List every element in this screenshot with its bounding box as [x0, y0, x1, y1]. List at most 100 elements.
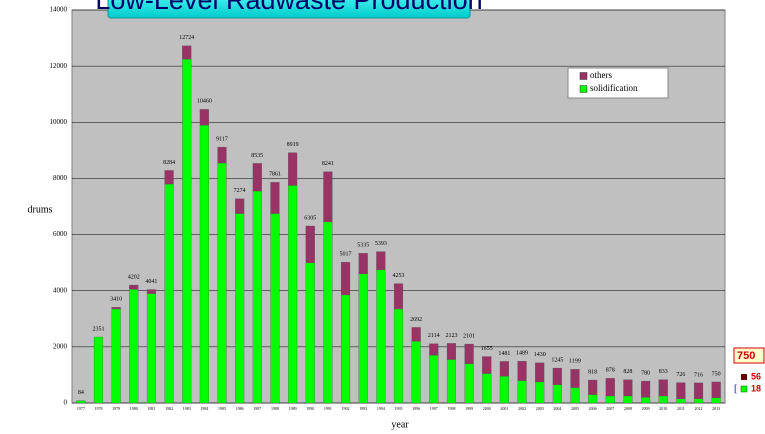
- x-axis-label: year: [391, 419, 409, 430]
- bar-segment: [305, 262, 315, 404]
- x-tick-label: 1986: [236, 406, 244, 411]
- bar-segment: [464, 363, 474, 404]
- callout-swatch: [741, 374, 747, 380]
- x-tick-label: 1996: [412, 406, 420, 411]
- bar-segment: [217, 146, 227, 164]
- data-label: 5335: [357, 243, 369, 249]
- chart-title: Low-Level Radwaste Production: [95, 0, 482, 15]
- bar-segment: [288, 152, 298, 186]
- data-label: 1655: [481, 346, 493, 352]
- bar-segment: [199, 124, 209, 404]
- bar-segment: [217, 162, 227, 404]
- x-tick-label: 1993: [359, 406, 367, 411]
- bar-segment: [676, 382, 686, 399]
- y-tick-label: 14000: [50, 6, 68, 14]
- legend-items: others solidification: [579, 70, 638, 93]
- bar-segment: [393, 283, 404, 310]
- x-tick-label: 2003: [536, 406, 544, 411]
- x-tick-label: 1991: [324, 406, 332, 411]
- x-tick-label: 1984: [200, 406, 208, 411]
- callout-swatch: [740, 385, 748, 393]
- data-label: 8284: [163, 160, 175, 166]
- bar-segment: [252, 190, 262, 404]
- bar-segment: [411, 327, 421, 342]
- legend-label: solidification: [590, 83, 638, 93]
- bar-segment: [358, 273, 368, 404]
- data-label: 716: [694, 372, 703, 378]
- x-tick-label: 1981: [147, 406, 155, 411]
- bars: 84 1977 2351 1978 3410 1979 4202 1980 4041 1981 82…: [76, 35, 721, 411]
- callout-solidification: 18: [751, 383, 761, 393]
- bar-segment: [129, 289, 139, 404]
- x-tick-label: 1985: [218, 406, 226, 411]
- y-tick-label: 0: [64, 399, 68, 407]
- data-label: 8241: [322, 161, 334, 167]
- bar-segment: [111, 307, 121, 310]
- bar-segment: [111, 308, 121, 404]
- bar-segment: [605, 395, 615, 404]
- x-tick-label: 1998: [447, 406, 455, 411]
- bar-segment: [164, 170, 174, 185]
- x-tick-label: 2002: [518, 406, 526, 411]
- x-tick-label: 1987: [253, 406, 261, 411]
- data-label: 4253: [393, 273, 405, 279]
- data-label: 2101: [463, 333, 475, 339]
- x-tick-label: 2011: [677, 406, 685, 411]
- x-tick-label: 1999: [465, 406, 473, 411]
- x-tick-label: 2012: [695, 406, 703, 411]
- data-label: 7861: [269, 172, 281, 178]
- bar-segment: [129, 284, 139, 290]
- bar-segment: [711, 381, 721, 398]
- x-tick-label: 2013: [712, 406, 720, 411]
- bar-segment: [235, 198, 245, 214]
- bar-segment: [641, 397, 651, 404]
- bar-segment: [623, 395, 633, 404]
- bar-segment: [693, 398, 704, 404]
- x-tick-label: 2005: [571, 406, 579, 411]
- bar-segment: [358, 253, 368, 275]
- x-tick-label: 2000: [483, 406, 491, 411]
- x-tick-label: 1990: [306, 406, 314, 411]
- data-label: 8919: [287, 142, 299, 148]
- y-tick-label: 12000: [50, 62, 68, 70]
- bar-segment: [623, 379, 633, 397]
- bar-segment: [446, 343, 457, 360]
- bar-segment: [411, 341, 421, 404]
- data-label: 6305: [304, 215, 316, 221]
- x-tick-label: 1977: [77, 406, 85, 411]
- x-tick-label: 1992: [342, 406, 350, 411]
- bar-segment: [482, 356, 492, 374]
- bar-segment: [570, 387, 580, 404]
- bar-segment: [676, 398, 686, 404]
- y-tick-label: 4000: [53, 286, 68, 294]
- callout-others: 56: [751, 371, 761, 381]
- data-label: 5017: [340, 252, 352, 258]
- data-label: 1489: [516, 351, 528, 357]
- x-tick-label: 1988: [271, 406, 279, 411]
- x-tick-label: 1979: [112, 406, 120, 411]
- data-label: 750: [712, 371, 721, 377]
- data-label: 3410: [110, 297, 122, 303]
- bar-segment: [517, 361, 527, 381]
- data-label: 1430: [534, 352, 546, 358]
- bar-segment: [641, 380, 651, 398]
- x-tick-label: 2001: [500, 406, 508, 411]
- data-label: 2692: [410, 317, 422, 323]
- bar-segment: [340, 262, 351, 296]
- bar-segment: [499, 376, 509, 404]
- bar-segment: [323, 171, 333, 223]
- bar-segment: [376, 251, 386, 270]
- data-label: 84: [78, 390, 84, 396]
- x-tick-label: 1978: [94, 406, 102, 411]
- bar-segment: [429, 355, 439, 404]
- bar-segment: [93, 336, 104, 404]
- bar-segment: [499, 361, 509, 377]
- bar-segment: [605, 378, 615, 397]
- bar-segment: [588, 394, 598, 404]
- bar-segment: [658, 395, 668, 404]
- data-label: 1199: [569, 359, 581, 365]
- title-box: [107, 0, 471, 19]
- bar-segment: [711, 397, 721, 404]
- legend-swatch: [579, 72, 588, 80]
